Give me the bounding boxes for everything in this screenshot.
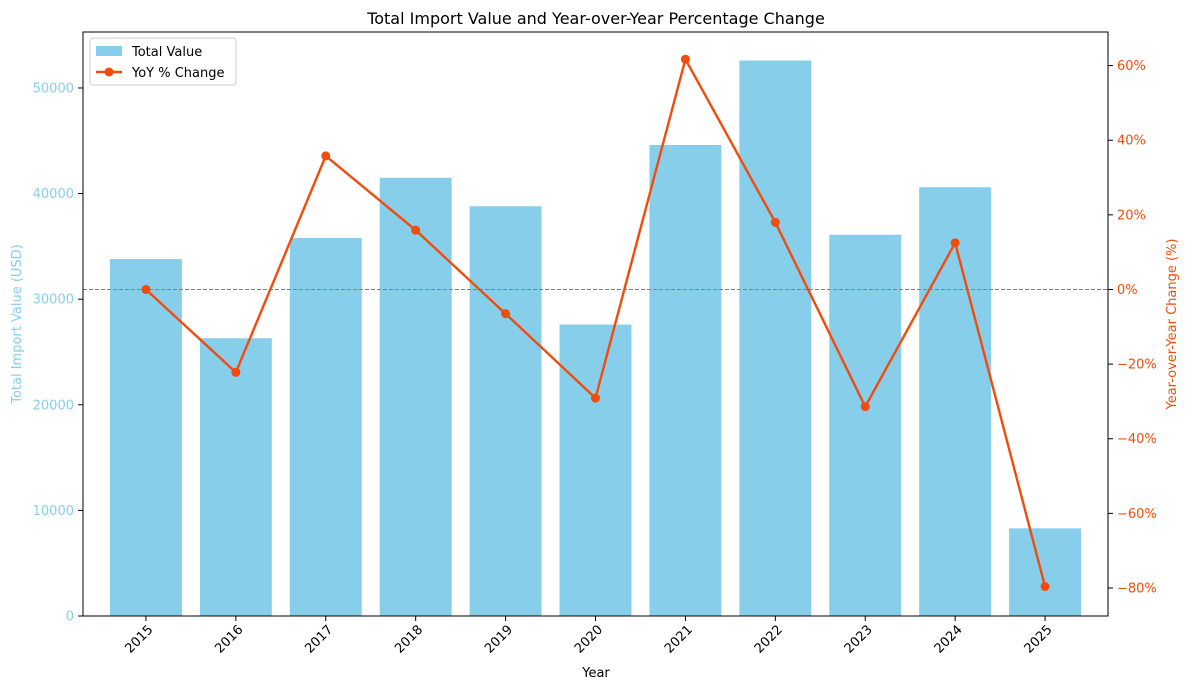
right-tick-label-20: 20% xyxy=(1117,208,1146,223)
x-tick-label-2023: 2023 xyxy=(842,623,876,657)
bar-2019 xyxy=(469,206,542,616)
x-tick-label-2016: 2016 xyxy=(212,623,246,657)
left-tick-label-10000: 10000 xyxy=(33,504,74,519)
bar-2024 xyxy=(919,187,992,616)
yoy-point-2018 xyxy=(411,225,421,235)
legend-box xyxy=(89,37,237,86)
x-tick-label-2015: 2015 xyxy=(122,623,156,657)
x-tick-label-2019: 2019 xyxy=(482,623,516,657)
left-tick-label-30000: 30000 xyxy=(33,293,74,308)
bar-2018 xyxy=(379,177,452,616)
yoy-point-2015 xyxy=(141,284,151,294)
bar-2025 xyxy=(1009,528,1082,616)
left-tick-label-40000: 40000 xyxy=(33,187,74,202)
legend-label-total-value: Total Value xyxy=(131,45,202,60)
left-tick-label-50000: 50000 xyxy=(33,81,74,96)
right-tick-label--60: −60% xyxy=(1117,507,1157,522)
yoy-point-2019 xyxy=(501,309,511,319)
right-tick-label-0: 0% xyxy=(1117,283,1138,298)
right-tick-label-40: 40% xyxy=(1117,134,1146,149)
x-tick-label-2025: 2025 xyxy=(1022,623,1056,657)
x-tick-label-2017: 2017 xyxy=(302,623,336,657)
left-axis-label: Total Import Value (USD) xyxy=(10,244,25,405)
legend-label-yoy: YoY % Change xyxy=(131,66,225,81)
yoy-point-2016 xyxy=(231,367,241,377)
left-tick-label-20000: 20000 xyxy=(33,398,74,413)
x-tick-label-2024: 2024 xyxy=(932,623,966,657)
yoy-point-2020 xyxy=(591,393,600,403)
bar-2022 xyxy=(739,60,812,617)
bar-2021 xyxy=(649,144,722,617)
legend-swatch-yoy-marker xyxy=(104,67,114,77)
left-tick-label-0: 0 xyxy=(66,610,74,625)
bar-2015 xyxy=(109,259,182,616)
right-axis-label: Year-over-Year Change (%) xyxy=(1165,239,1180,411)
yoy-point-2024 xyxy=(950,238,960,248)
yoy-point-2025 xyxy=(1040,582,1050,592)
right-tick-label--20: −20% xyxy=(1117,358,1157,373)
chart-title: Total Import Value and Year-over-Year Pe… xyxy=(366,9,825,28)
bar-2023 xyxy=(829,234,902,616)
yoy-point-2022 xyxy=(770,217,780,227)
x-tick-label-2022: 2022 xyxy=(752,623,786,657)
yoy-point-2021 xyxy=(680,54,690,64)
legend-swatch-total-value xyxy=(96,46,122,56)
x-tick-label-2020: 2020 xyxy=(572,623,606,657)
bar-2020 xyxy=(559,324,632,616)
bar-2016 xyxy=(199,338,272,616)
yoy-point-2017 xyxy=(321,151,331,161)
right-tick-label--80: −80% xyxy=(1117,582,1157,597)
yoy-point-2023 xyxy=(860,402,870,412)
x-tick-label-2021: 2021 xyxy=(662,623,696,657)
right-tick-label--40: −40% xyxy=(1117,432,1157,447)
x-axis-label: Year xyxy=(581,666,610,681)
x-tick-label-2018: 2018 xyxy=(392,623,426,657)
bar-2017 xyxy=(289,237,362,617)
right-tick-label-60: 60% xyxy=(1117,59,1146,74)
